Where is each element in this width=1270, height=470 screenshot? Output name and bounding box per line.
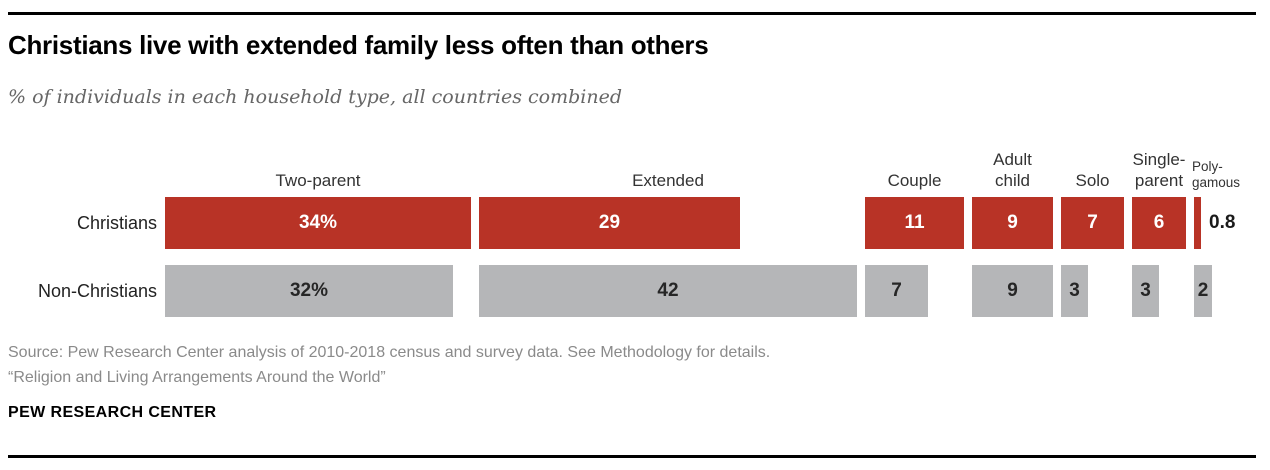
row-label-christians: Christians [76, 213, 157, 233]
category-group-extended: Extended 29 42 [479, 131, 857, 317]
christians-bar: 7 [1061, 197, 1124, 249]
category-header: Poly-gamous [1192, 159, 1241, 190]
bottom-divider-rule [8, 455, 1256, 458]
category-group-polygamous: Poly-gamous 0.8 2 [1192, 131, 1240, 317]
category-header: Single-parent [1132, 150, 1186, 190]
category-group-couple: Couple 11 7 [865, 131, 964, 317]
chart-title: Christians live with extended family les… [8, 30, 709, 60]
category-header: Extended [632, 171, 704, 190]
bar-value-label: 7 [891, 280, 902, 301]
bar-value-label: 3 [1140, 280, 1151, 301]
category-header: Solo [1075, 171, 1110, 190]
category-header: Adult child [993, 150, 1032, 190]
christians-bar: 0.8 [1194, 197, 1235, 249]
christians-bar: 6 [1132, 197, 1186, 249]
category-group-adult-child: Adult child 9 9 [972, 131, 1053, 317]
bar-value-label: 32% [289, 280, 329, 301]
bar-value-label: 42 [657, 280, 679, 301]
bar-value-label: 3 [1069, 280, 1080, 301]
non-christians-bar: 9 [972, 265, 1053, 317]
bar-value-label: 0.8 [1209, 212, 1236, 233]
non-christians-bar: 32% [165, 265, 453, 317]
christians-bar: 11 [865, 197, 964, 249]
category-group-single-parent: Single-parent 6 3 [1132, 131, 1186, 317]
bar-value-label: 34% [298, 212, 338, 233]
non-christians-bar: 2 [1194, 265, 1212, 317]
row-label-non-christians: Non-Christians [37, 281, 157, 301]
christians-bar: 9 [972, 197, 1053, 249]
category-header: Two-parent [275, 171, 361, 190]
bar-value-label: 11 [904, 212, 925, 233]
bar-value-label: 6 [1153, 212, 1165, 233]
non-christians-bar: 3 [1061, 265, 1088, 317]
source-text-line1: Source: Pew Research Center analysis of … [8, 344, 771, 361]
category-group-solo: Solo 7 3 [1061, 131, 1124, 317]
bar-value-label: 9 [1007, 212, 1018, 233]
non-christians-bar: 42 [479, 265, 857, 317]
christians-bar: 34% [165, 197, 471, 249]
top-divider-rule [8, 12, 1256, 15]
christians-bar: 29 [479, 197, 740, 249]
non-christians-bar: 7 [865, 265, 928, 317]
chart-subtitle: % of individuals in each household type,… [8, 86, 623, 108]
bar-value-label: 2 [1197, 280, 1209, 301]
category-group-two-parent: Two-parent 34% 32% [165, 131, 471, 317]
source-text-line2: “Religion and Living Arrangements Around… [8, 369, 386, 386]
category-header: Couple [887, 171, 942, 190]
bar-value-label: 29 [598, 212, 621, 233]
bar-value-label: 7 [1087, 212, 1098, 233]
pew-research-center-wordmark: PEW RESEARCH CENTER [8, 404, 217, 421]
non-christians-bar: 3 [1132, 265, 1159, 317]
bar-value-label: 9 [1007, 280, 1018, 301]
